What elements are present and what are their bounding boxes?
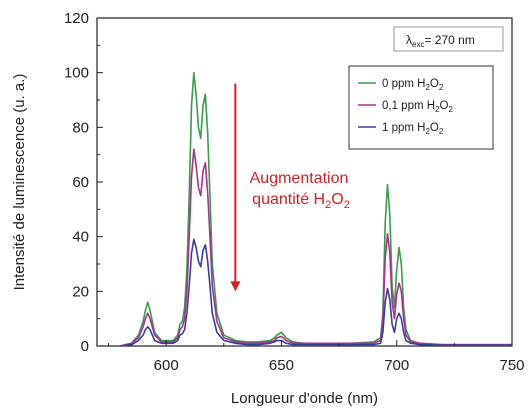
legend-items: 0 ppm H2O2 0,1 ppm H2O2 1 ppm H2O2 xyxy=(358,78,453,136)
annotation-mid: O xyxy=(331,191,343,208)
y-tick-label-3: 60 xyxy=(72,174,89,191)
excitation-lambda: λ xyxy=(406,33,412,47)
x-tick-label-0: 600 xyxy=(154,357,179,374)
legend: 0 ppm H2O2 0,1 ppm H2O2 1 ppm H2O2 xyxy=(348,65,494,150)
series-line-1 xyxy=(119,148,512,347)
annotation-sub2: 2 xyxy=(344,199,350,211)
annotation-prefix: quantité H xyxy=(252,191,325,208)
y-axis-label: Intensité de luminescence (u. a.) xyxy=(11,74,28,291)
excitation-value: = 270 nm xyxy=(424,33,474,47)
excitation-text: λexc= 270 nm xyxy=(406,33,475,49)
annotation-line2: quantité H2O2 xyxy=(252,191,350,211)
x-tick-label-2: 700 xyxy=(384,357,409,374)
legend-label-1: 0,1 ppm H2O2 xyxy=(382,100,453,114)
annotation-sub1: 2 xyxy=(325,199,331,211)
annotation: Augmentation quantité H2O2 xyxy=(230,83,350,292)
y-tick-label-4: 80 xyxy=(72,119,89,136)
excitation-label: λexc= 270 nm xyxy=(393,26,504,52)
y-tick-label-0: 0 xyxy=(81,338,89,355)
y-tick-label-2: 40 xyxy=(72,229,89,246)
x-tick-label-3: 750 xyxy=(499,357,524,374)
annotation-arrow-head xyxy=(230,281,241,292)
x-axis-label: Longueur d'onde (nm) xyxy=(231,390,378,407)
legend-label-0: 0 ppm H2O2 xyxy=(382,78,444,92)
y-tick-label-5: 100 xyxy=(64,65,89,82)
series-line-2 xyxy=(119,238,512,347)
y-tick-label-1: 20 xyxy=(72,283,89,300)
y-tick-label-6: 120 xyxy=(64,10,89,27)
excitation-sub: exc xyxy=(412,40,424,49)
series-line-0 xyxy=(119,71,512,347)
axes-layer: 0 20 40 60 80 100 120 600 650 700 750 xyxy=(64,10,525,374)
series-layer xyxy=(119,71,512,347)
legend-label-2: 1 ppm H2O2 xyxy=(382,122,444,136)
x-tick-label-1: 650 xyxy=(269,357,294,374)
annotation-line1: Augmentation xyxy=(250,170,349,187)
